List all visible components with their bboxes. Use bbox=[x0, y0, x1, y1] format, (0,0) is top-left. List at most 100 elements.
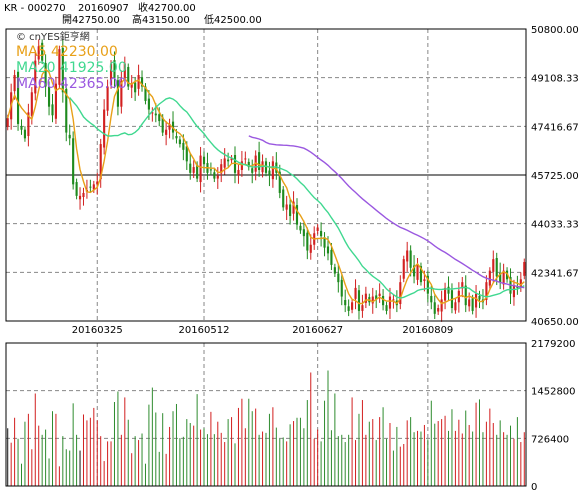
candle-body bbox=[413, 265, 416, 277]
price-y-tick-label: 44033.33 bbox=[531, 220, 579, 231]
candle-body bbox=[68, 134, 71, 139]
candle-body bbox=[20, 126, 23, 130]
volume-frame bbox=[5, 342, 527, 487]
candle-body bbox=[344, 299, 347, 306]
candle-body bbox=[109, 63, 113, 86]
close-label: 收42700.00 bbox=[138, 1, 196, 14]
candle-body bbox=[474, 293, 478, 308]
candle-body bbox=[471, 298, 474, 311]
candle-body bbox=[220, 164, 223, 174]
candle-body bbox=[92, 184, 95, 190]
legend-ma60: MA60 42365.00 bbox=[16, 76, 127, 92]
candle-body bbox=[37, 46, 40, 60]
candle-body bbox=[447, 286, 450, 294]
ma20-line bbox=[69, 97, 525, 299]
candle-body bbox=[196, 164, 199, 179]
candle-body bbox=[523, 262, 526, 276]
candle-body bbox=[258, 152, 261, 170]
candle-body bbox=[375, 295, 378, 300]
candle-body bbox=[165, 129, 168, 135]
candle-body bbox=[72, 138, 75, 185]
candle-body bbox=[409, 250, 412, 268]
high-label: 高43150.00 bbox=[132, 13, 190, 26]
price-y-tick-label: 45725.00 bbox=[531, 171, 579, 182]
candle-body bbox=[464, 285, 467, 306]
candle-body bbox=[323, 237, 326, 248]
price-y-tick-label: 49108.33 bbox=[531, 74, 579, 85]
candle-body bbox=[30, 92, 33, 116]
candle-body bbox=[13, 75, 16, 92]
candle-body bbox=[151, 112, 154, 114]
candle-body bbox=[144, 86, 147, 101]
legend-ma5: MA5 42230.00 bbox=[16, 44, 118, 60]
candle-body bbox=[382, 295, 385, 306]
ma5-line bbox=[7, 68, 525, 305]
candle-body bbox=[364, 293, 367, 303]
candle-body bbox=[326, 246, 330, 254]
candle-body bbox=[512, 285, 516, 298]
date-x-tick-label: 20160809 bbox=[402, 325, 453, 336]
candle-body bbox=[423, 279, 426, 282]
candle-body bbox=[388, 296, 392, 309]
candle-body bbox=[182, 142, 185, 150]
candle-body bbox=[127, 66, 130, 87]
candle-body bbox=[426, 275, 429, 294]
candle-body bbox=[333, 267, 336, 274]
candle-body bbox=[361, 305, 364, 311]
date-x-tick-label: 20160325 bbox=[72, 325, 123, 336]
candle-body bbox=[485, 282, 488, 300]
candle-body bbox=[292, 201, 295, 214]
candle-body bbox=[295, 205, 299, 225]
candle-body bbox=[478, 295, 481, 300]
candle-body bbox=[433, 302, 436, 314]
candle-body bbox=[89, 186, 92, 188]
volume-y-axis: 2179200 1452800 726400 0 bbox=[531, 339, 576, 493]
candle-body bbox=[123, 63, 126, 79]
candle-body bbox=[96, 181, 99, 185]
price-y-tick-label: 47416.67 bbox=[531, 122, 579, 133]
volume-y-tick-label: 0 bbox=[531, 482, 537, 493]
candle-body bbox=[337, 273, 340, 283]
candle-body bbox=[58, 49, 61, 85]
candle-body bbox=[189, 163, 192, 173]
price-y-tick-label: 40650.00 bbox=[531, 317, 579, 328]
candle-body bbox=[285, 204, 288, 210]
candle-body bbox=[440, 299, 443, 312]
candle-body bbox=[209, 169, 212, 171]
candle-body bbox=[6, 118, 9, 127]
candle-body bbox=[316, 227, 319, 231]
candle-body bbox=[223, 158, 226, 168]
candle-body bbox=[116, 80, 119, 107]
candle-body bbox=[468, 299, 471, 307]
date-x-axis: 20160325 20160512 20160627 20160809 bbox=[72, 325, 454, 336]
candle-body bbox=[351, 302, 354, 310]
date-x-tick-label: 20160512 bbox=[179, 325, 230, 336]
candle-body bbox=[309, 244, 312, 253]
candle-body bbox=[519, 279, 522, 287]
candle-body bbox=[23, 129, 27, 139]
candle-body bbox=[371, 296, 374, 304]
candle-body bbox=[233, 155, 237, 173]
candle-body bbox=[461, 282, 464, 289]
candle-body bbox=[75, 182, 78, 196]
low-label: 低42500.00 bbox=[204, 13, 262, 26]
candle-body bbox=[347, 306, 350, 311]
candle-body bbox=[340, 279, 343, 297]
candle-body bbox=[392, 299, 395, 301]
price-panel: 50800.00 49108.33 47416.67 45725.00 44033.33… bbox=[5, 25, 579, 336]
candle-body bbox=[130, 83, 133, 88]
price-y-axis: 50800.00 49108.33 47416.67 45725.00 44033.33… bbox=[531, 25, 579, 328]
candle-body bbox=[54, 83, 58, 119]
candle-body bbox=[34, 60, 37, 94]
candle-body bbox=[289, 204, 292, 216]
candle-body bbox=[227, 159, 230, 162]
candle-body bbox=[140, 77, 144, 87]
candlestick-series bbox=[6, 39, 526, 322]
moving-average-lines bbox=[7, 68, 525, 305]
price-y-tick-label: 42341.67 bbox=[531, 268, 579, 279]
candle-body bbox=[230, 158, 233, 161]
watermark: © cnYES鉅亨網 bbox=[16, 30, 90, 43]
candle-body bbox=[495, 257, 498, 277]
volume-panel: 2179200 1452800 726400 0 bbox=[5, 339, 576, 493]
